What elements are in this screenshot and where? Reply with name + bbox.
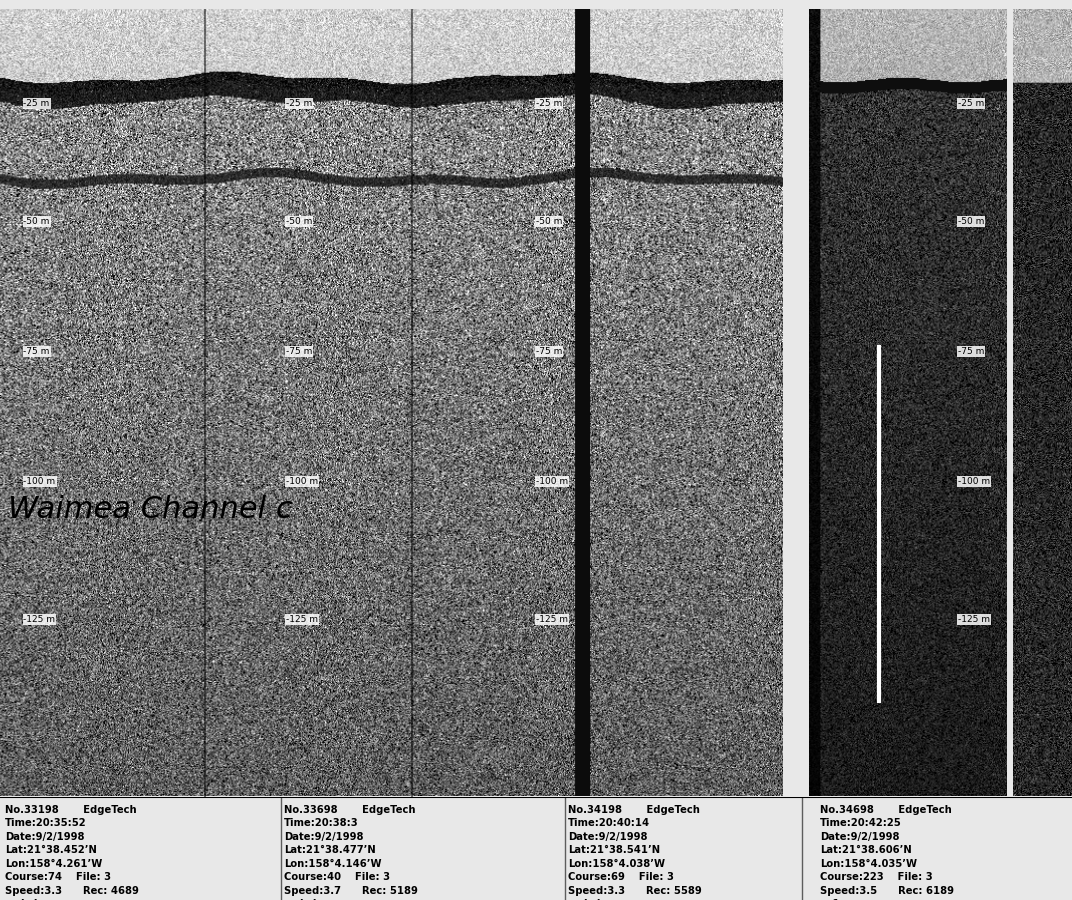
- Text: Time:20:40:14: Time:20:40:14: [568, 818, 651, 828]
- Text: -125 m: -125 m: [24, 615, 56, 624]
- Text: -100 m: -100 m: [958, 477, 991, 486]
- Text: Course:223    File: 3: Course:223 File: 3: [820, 872, 933, 882]
- Text: Waimea Channel c: Waimea Channel c: [8, 495, 293, 524]
- Text: Time:20:38:3: Time:20:38:3: [284, 818, 359, 828]
- Text: Lat:21°38.477’N: Lat:21°38.477’N: [284, 845, 376, 855]
- Text: Date:9/2/1998: Date:9/2/1998: [820, 832, 899, 842]
- Text: No.34198       EdgeTech: No.34198 EdgeTech: [568, 805, 700, 814]
- Text: wai chan: wai chan: [284, 899, 334, 900]
- Text: -100 m: -100 m: [536, 477, 568, 486]
- Text: -100 m: -100 m: [285, 477, 317, 486]
- Text: Course:40    File: 3: Course:40 File: 3: [284, 872, 390, 882]
- Text: -125 m: -125 m: [958, 615, 991, 624]
- Text: Date:9/2/1998: Date:9/2/1998: [5, 832, 85, 842]
- Text: Lat:21°38.452’N: Lat:21°38.452’N: [5, 845, 98, 855]
- Text: -125 m: -125 m: [285, 615, 317, 624]
- Text: Lon:158°4.146’W: Lon:158°4.146’W: [284, 859, 382, 868]
- Text: Speed:3.7      Rec: 5189: Speed:3.7 Rec: 5189: [284, 886, 418, 896]
- Text: Date:9/2/1998: Date:9/2/1998: [284, 832, 363, 842]
- Text: Date:9/2/1998: Date:9/2/1998: [568, 832, 647, 842]
- Text: -75 m: -75 m: [24, 347, 50, 356]
- Text: Lat:21°38.541’N: Lat:21°38.541’N: [568, 845, 660, 855]
- Text: No.33698       EdgeTech: No.33698 EdgeTech: [284, 805, 416, 814]
- Text: -50 m: -50 m: [285, 217, 312, 226]
- Text: -25 m: -25 m: [285, 99, 312, 108]
- Text: -75 m: -75 m: [285, 347, 312, 356]
- Text: -50 m: -50 m: [24, 217, 50, 226]
- Text: Time:20:35:52: Time:20:35:52: [5, 818, 87, 828]
- Text: eo1: eo1: [820, 899, 840, 900]
- Text: -100 m: -100 m: [24, 477, 56, 486]
- Text: -50 m: -50 m: [958, 217, 984, 226]
- Text: Time:20:42:25: Time:20:42:25: [820, 818, 902, 828]
- Text: -50 m: -50 m: [536, 217, 563, 226]
- Text: -75 m: -75 m: [536, 347, 563, 356]
- Text: wai chan: wai chan: [568, 899, 619, 900]
- Text: Speed:3.3      Rec: 5589: Speed:3.3 Rec: 5589: [568, 886, 702, 896]
- Text: Lon:158°4.035’W: Lon:158°4.035’W: [820, 859, 917, 868]
- Text: Lat:21°38.606’N: Lat:21°38.606’N: [820, 845, 912, 855]
- Text: -25 m: -25 m: [958, 99, 984, 108]
- Text: wai chan: wai chan: [5, 899, 56, 900]
- Text: Speed:3.5      Rec: 6189: Speed:3.5 Rec: 6189: [820, 886, 954, 896]
- Text: Lon:158°4.261’W: Lon:158°4.261’W: [5, 859, 103, 868]
- Text: -25 m: -25 m: [24, 99, 49, 108]
- Text: -25 m: -25 m: [536, 99, 563, 108]
- Text: -75 m: -75 m: [958, 347, 984, 356]
- Text: Lon:158°4.038’W: Lon:158°4.038’W: [568, 859, 665, 868]
- Text: No.34698       EdgeTech: No.34698 EdgeTech: [820, 805, 952, 814]
- Text: No.33198       EdgeTech: No.33198 EdgeTech: [5, 805, 137, 814]
- Text: Course:69    File: 3: Course:69 File: 3: [568, 872, 674, 882]
- Text: Speed:3.3      Rec: 4689: Speed:3.3 Rec: 4689: [5, 886, 139, 896]
- Text: -125 m: -125 m: [536, 615, 568, 624]
- Text: Course:74    File: 3: Course:74 File: 3: [5, 872, 111, 882]
